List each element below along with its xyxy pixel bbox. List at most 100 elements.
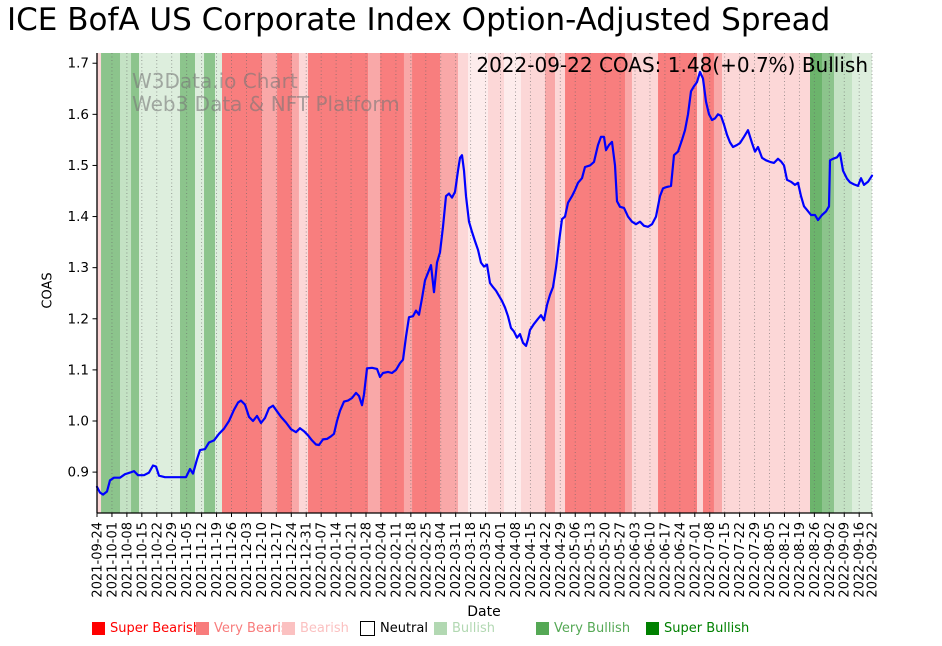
sentiment-band [308,53,369,513]
legend-label: Very Bullish [554,621,631,636]
x-tick-label: 2021-12-10 [255,522,270,598]
legend-item-bearish: Bearish [282,621,349,636]
x-tick-label: 2022-03-18 [464,522,479,598]
legend-label: Super Bullish [664,621,750,636]
legend-label: Bullish [452,621,496,636]
x-tick-label: 2021-10-29 [165,522,180,598]
sentiment-band [204,53,216,513]
y-tick-label: 1.4 [68,209,89,225]
sentiment-band [810,53,823,513]
y-tick-label: 0.9 [68,465,89,481]
sentiment-band [487,53,505,513]
y-axis: 0.9 1.0 1.1 1.2 1.3 1.4 1.5 1.6 1.7 [68,56,97,481]
sentiment-band [261,53,278,513]
x-tick-label: 2022-02-11 [389,522,404,598]
x-tick-label: 2022-04-08 [509,522,524,598]
sentiment-band [101,53,121,513]
y-tick-label: 1.6 [68,107,89,123]
sentiment-band [852,53,872,513]
axis-spines [96,53,872,514]
sentiment-band [380,53,404,513]
y-tick-label: 1.7 [68,56,89,72]
x-tick-label: 2022-02-25 [419,522,434,598]
x-tick-label: 2022-02-04 [374,522,389,598]
x-tick-label: 2022-08-26 [808,522,823,598]
x-tick-label: 2022-08-05 [763,522,778,598]
legend-item-very-bullish: Very Bullish [536,621,630,636]
x-tick-label: 2022-08-19 [793,522,808,598]
x-tick-label: 2022-07-15 [718,522,733,598]
sentiment-band [222,53,262,513]
x-tick-label: 2022-07-22 [733,522,748,598]
x-tick-label: 2022-07-01 [688,522,703,598]
sentiment-band [403,53,413,513]
sentiment-band [467,53,488,513]
legend-item-neutral: Neutral [360,621,428,636]
sentiment-band [440,53,458,513]
legend-swatch-icon [282,622,295,635]
legend-label: Bearish [300,621,349,636]
latest-value-annotation: 2022-09-22 COAS: 1.48(+0.7%) Bullish [476,53,868,77]
legend-label: Super Bearish [110,621,202,636]
sentiment-band [120,53,132,513]
x-tick-label: 2022-04-22 [539,522,554,598]
x-tick-label: 2022-04-01 [494,522,509,598]
sentiment-band [139,53,181,513]
x-tick-label: 2022-01-28 [360,522,375,598]
sentiment-band [277,53,292,513]
x-axis: 2021-09-24 2021-10-01 2021-10-08 2021-10-15… [91,513,881,598]
y-axis-title: COAS [40,272,56,309]
sentiment-band [131,53,140,513]
sentiment-band [722,53,810,513]
sentiment-band [215,53,223,513]
x-tick-label: 2022-06-24 [673,522,688,598]
x-tick-label: 2021-10-08 [120,522,135,598]
x-tick-label: 2022-06-10 [643,522,658,598]
legend-swatch-icon [646,622,659,635]
x-tick-label: 2022-02-18 [404,522,419,598]
x-tick-label: 2022-05-27 [614,522,629,598]
x-tick-label: 2022-07-08 [703,522,718,598]
x-tick-label: 2022-05-13 [584,522,599,598]
x-tick-label: 2022-03-04 [434,522,449,598]
sentiment-band [291,53,299,513]
x-tick-label: 2021-09-24 [91,522,106,598]
legend-swatch-icon [92,622,105,635]
sentiment-band [97,53,102,513]
legend-swatch-icon [434,622,447,635]
sentiment-band [195,53,205,513]
page-title: ICE BofA US Corporate Index Option-Adjus… [7,2,831,38]
x-tick-label: 2021-11-05 [180,522,195,598]
y-tick-label: 1.3 [68,260,89,276]
sentiment-band [697,53,703,513]
x-tick-label: 2022-03-11 [449,522,464,598]
x-axis-title: Date [467,604,501,620]
y-tick-label: 1.1 [68,362,89,378]
y-tick-label: 1.2 [68,311,89,327]
x-tick-label: 2022-08-12 [778,522,793,598]
x-tick-label: 2022-01-07 [315,522,330,598]
sentiment-band [504,53,522,513]
legend-label: Very Bearish [214,621,296,636]
x-tick-label: 2022-09-09 [838,522,853,598]
legend-swatch-icon [196,622,209,635]
x-tick-label: 2022-09-16 [853,522,868,598]
y-tick-label: 1.0 [68,414,89,430]
sentiment-band [702,53,714,513]
x-tick-label: 2022-01-14 [330,522,345,598]
sentiment-band [457,53,468,513]
x-tick-label: 2022-06-17 [658,522,673,598]
x-tick-label: 2021-12-31 [300,522,315,598]
legend-item-bullish: Bullish [434,621,495,636]
legend-swatch-icon [536,622,549,635]
sentiment-band [834,53,853,513]
sentiment-band [180,53,196,513]
x-tick-label: 2021-10-01 [105,522,120,598]
sentiment-band [555,53,566,513]
legend-label: Neutral [380,621,428,636]
sentiment-legend: Super Bearish Very Bearish Bearish Neutral B… [0,621,942,641]
sentiment-band [822,53,835,513]
x-tick-label: 2021-11-26 [225,522,240,598]
